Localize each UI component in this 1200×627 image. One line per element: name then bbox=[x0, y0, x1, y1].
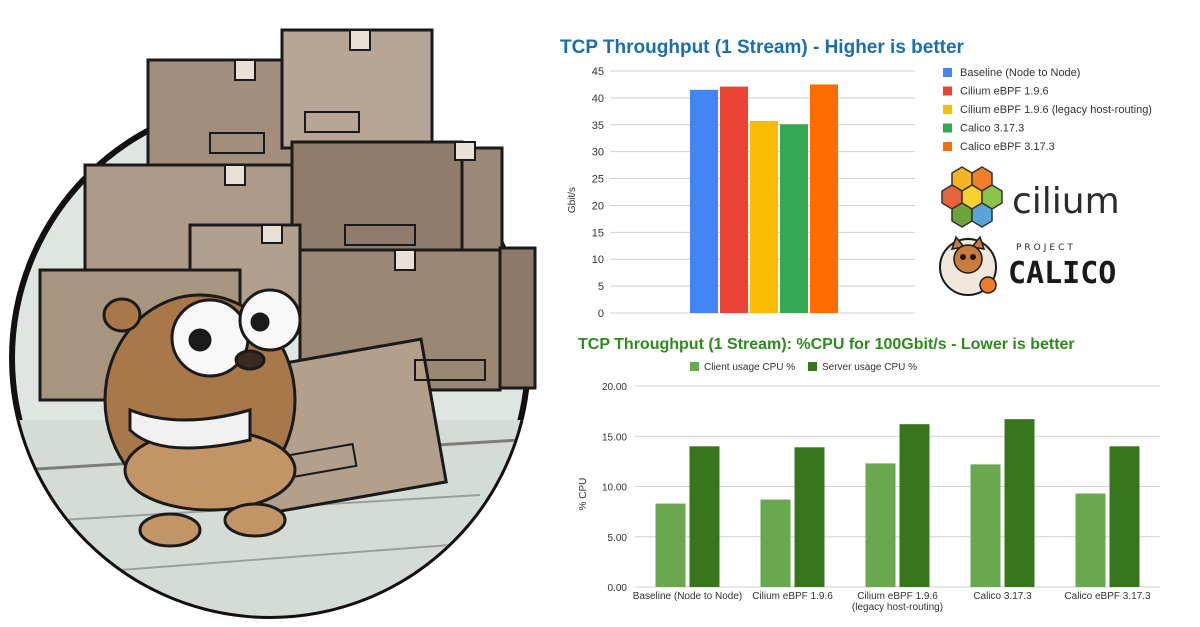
chart1-legend: Baseline (Node to Node) Cilium eBPF 1.9.6… bbox=[943, 67, 1152, 153]
chart1-bar bbox=[810, 84, 838, 313]
chart2-x-label: Calico eBPF 3.17.3 bbox=[1064, 591, 1151, 602]
chart2-x-label: Cilium eBPF 1.9.6 bbox=[752, 591, 833, 602]
chart1-y-ticks: 0 5 10 15 20 25 30 35 40 45 bbox=[592, 66, 604, 320]
chart2-bar bbox=[970, 464, 1001, 587]
chart1-legend-label: Cilium eBPF 1.9.6 (legacy host-routing) bbox=[960, 104, 1152, 116]
gopher-illustration bbox=[9, 28, 537, 619]
chart1-y-tick: 40 bbox=[592, 93, 604, 105]
chart2-bar bbox=[865, 463, 896, 587]
chart2-y-tick: 5.00 bbox=[608, 533, 628, 544]
chart1-bar bbox=[690, 89, 718, 313]
chart2-legend-label: Client usage CPU % bbox=[704, 362, 795, 373]
cilium-logo-icon bbox=[941, 166, 1003, 228]
chart2-bar bbox=[760, 499, 791, 587]
chart1-y-tick: 35 bbox=[592, 120, 604, 132]
chart2-y-tick: 10.00 bbox=[602, 483, 627, 494]
chart1-legend-label: Calico eBPF 3.17.3 bbox=[960, 141, 1055, 153]
chart1-legend-swatch bbox=[943, 68, 952, 77]
chart1-title: TCP Throughput (1 Stream) - Higher is be… bbox=[560, 38, 965, 58]
chart2-bar bbox=[1075, 493, 1106, 587]
chart1-y-tick: 0 bbox=[598, 308, 604, 320]
chart1-legend-swatch bbox=[943, 86, 952, 96]
chart2-bar bbox=[1004, 419, 1035, 587]
chart2-legend-label: Server usage CPU % bbox=[822, 362, 917, 373]
chart1-y-tick: 25 bbox=[592, 174, 604, 186]
chart1-y-tick: 5 bbox=[598, 281, 604, 293]
chart2-legend-swatch bbox=[690, 362, 699, 371]
project-label: PROJECT bbox=[1016, 243, 1076, 253]
chart2-x-label: Baseline (Node to Node) bbox=[633, 591, 743, 602]
chart2-title: TCP Throughput (1 Stream): %CPU for 100G… bbox=[578, 336, 1075, 353]
chart1-y-label: Gbit/s bbox=[567, 187, 578, 213]
chart1-legend-label: Cilium eBPF 1.9.6 bbox=[960, 86, 1049, 98]
chart1-y-tick: 45 bbox=[592, 66, 604, 78]
cpu-chart: TCP Throughput (1 Stream): %CPU for 100G… bbox=[578, 336, 1160, 613]
chart2-y-label: % CPU bbox=[578, 478, 589, 511]
chart1-bar bbox=[720, 86, 748, 313]
chart2-legend-swatch bbox=[808, 362, 817, 371]
chart2-y-tick: 15.00 bbox=[602, 432, 627, 443]
chart1-legend-swatch bbox=[943, 142, 952, 151]
chart2-bar bbox=[1109, 446, 1140, 587]
chart2-y-ticks: 0.00 5.00 10.00 15.00 20.00 bbox=[602, 382, 627, 594]
chart2-bar bbox=[655, 503, 686, 587]
chart1-bar bbox=[780, 124, 808, 314]
chart1-legend-label: Baseline (Node to Node) bbox=[960, 67, 1080, 79]
chart2-bar bbox=[794, 447, 825, 587]
chart2-x-label: (legacy host-routing) bbox=[852, 602, 943, 613]
chart2-legend: Client usage CPU % Server usage CPU % bbox=[690, 362, 917, 373]
calico-wordmark: CALICO bbox=[1008, 256, 1116, 291]
calico-cat-icon bbox=[939, 235, 997, 296]
throughput-chart: TCP Throughput (1 Stream) - Higher is be… bbox=[560, 38, 1152, 320]
chart2-bars bbox=[655, 419, 1140, 587]
chart2-y-tick: 20.00 bbox=[602, 382, 627, 393]
chart2-bar bbox=[689, 446, 720, 587]
chart1-y-tick: 20 bbox=[592, 200, 604, 212]
chart2-x-label: Cilium eBPF 1.9.6 bbox=[857, 591, 938, 602]
chart1-bar bbox=[750, 121, 778, 313]
logos: cilium PROJECT CALICO bbox=[939, 166, 1120, 296]
chart1-bars bbox=[690, 84, 838, 314]
chart1-y-tick: 15 bbox=[592, 227, 604, 239]
chart2-gridlines bbox=[635, 385, 1160, 588]
chart2-y-tick: 0.00 bbox=[608, 583, 628, 594]
chart1-legend-swatch bbox=[943, 105, 952, 114]
chart2-x-labels: Baseline (Node to Node) Cilium eBPF 1.9.6… bbox=[633, 591, 1151, 613]
chart2-bar bbox=[899, 424, 930, 587]
cilium-wordmark: cilium bbox=[1012, 181, 1120, 222]
chart1-y-tick: 10 bbox=[592, 254, 604, 266]
chart2-x-label: Calico 3.17.3 bbox=[973, 591, 1032, 602]
chart1-legend-label: Calico 3.17.3 bbox=[960, 123, 1024, 135]
chart1-legend-swatch bbox=[943, 123, 952, 133]
chart1-y-tick: 30 bbox=[592, 147, 604, 159]
